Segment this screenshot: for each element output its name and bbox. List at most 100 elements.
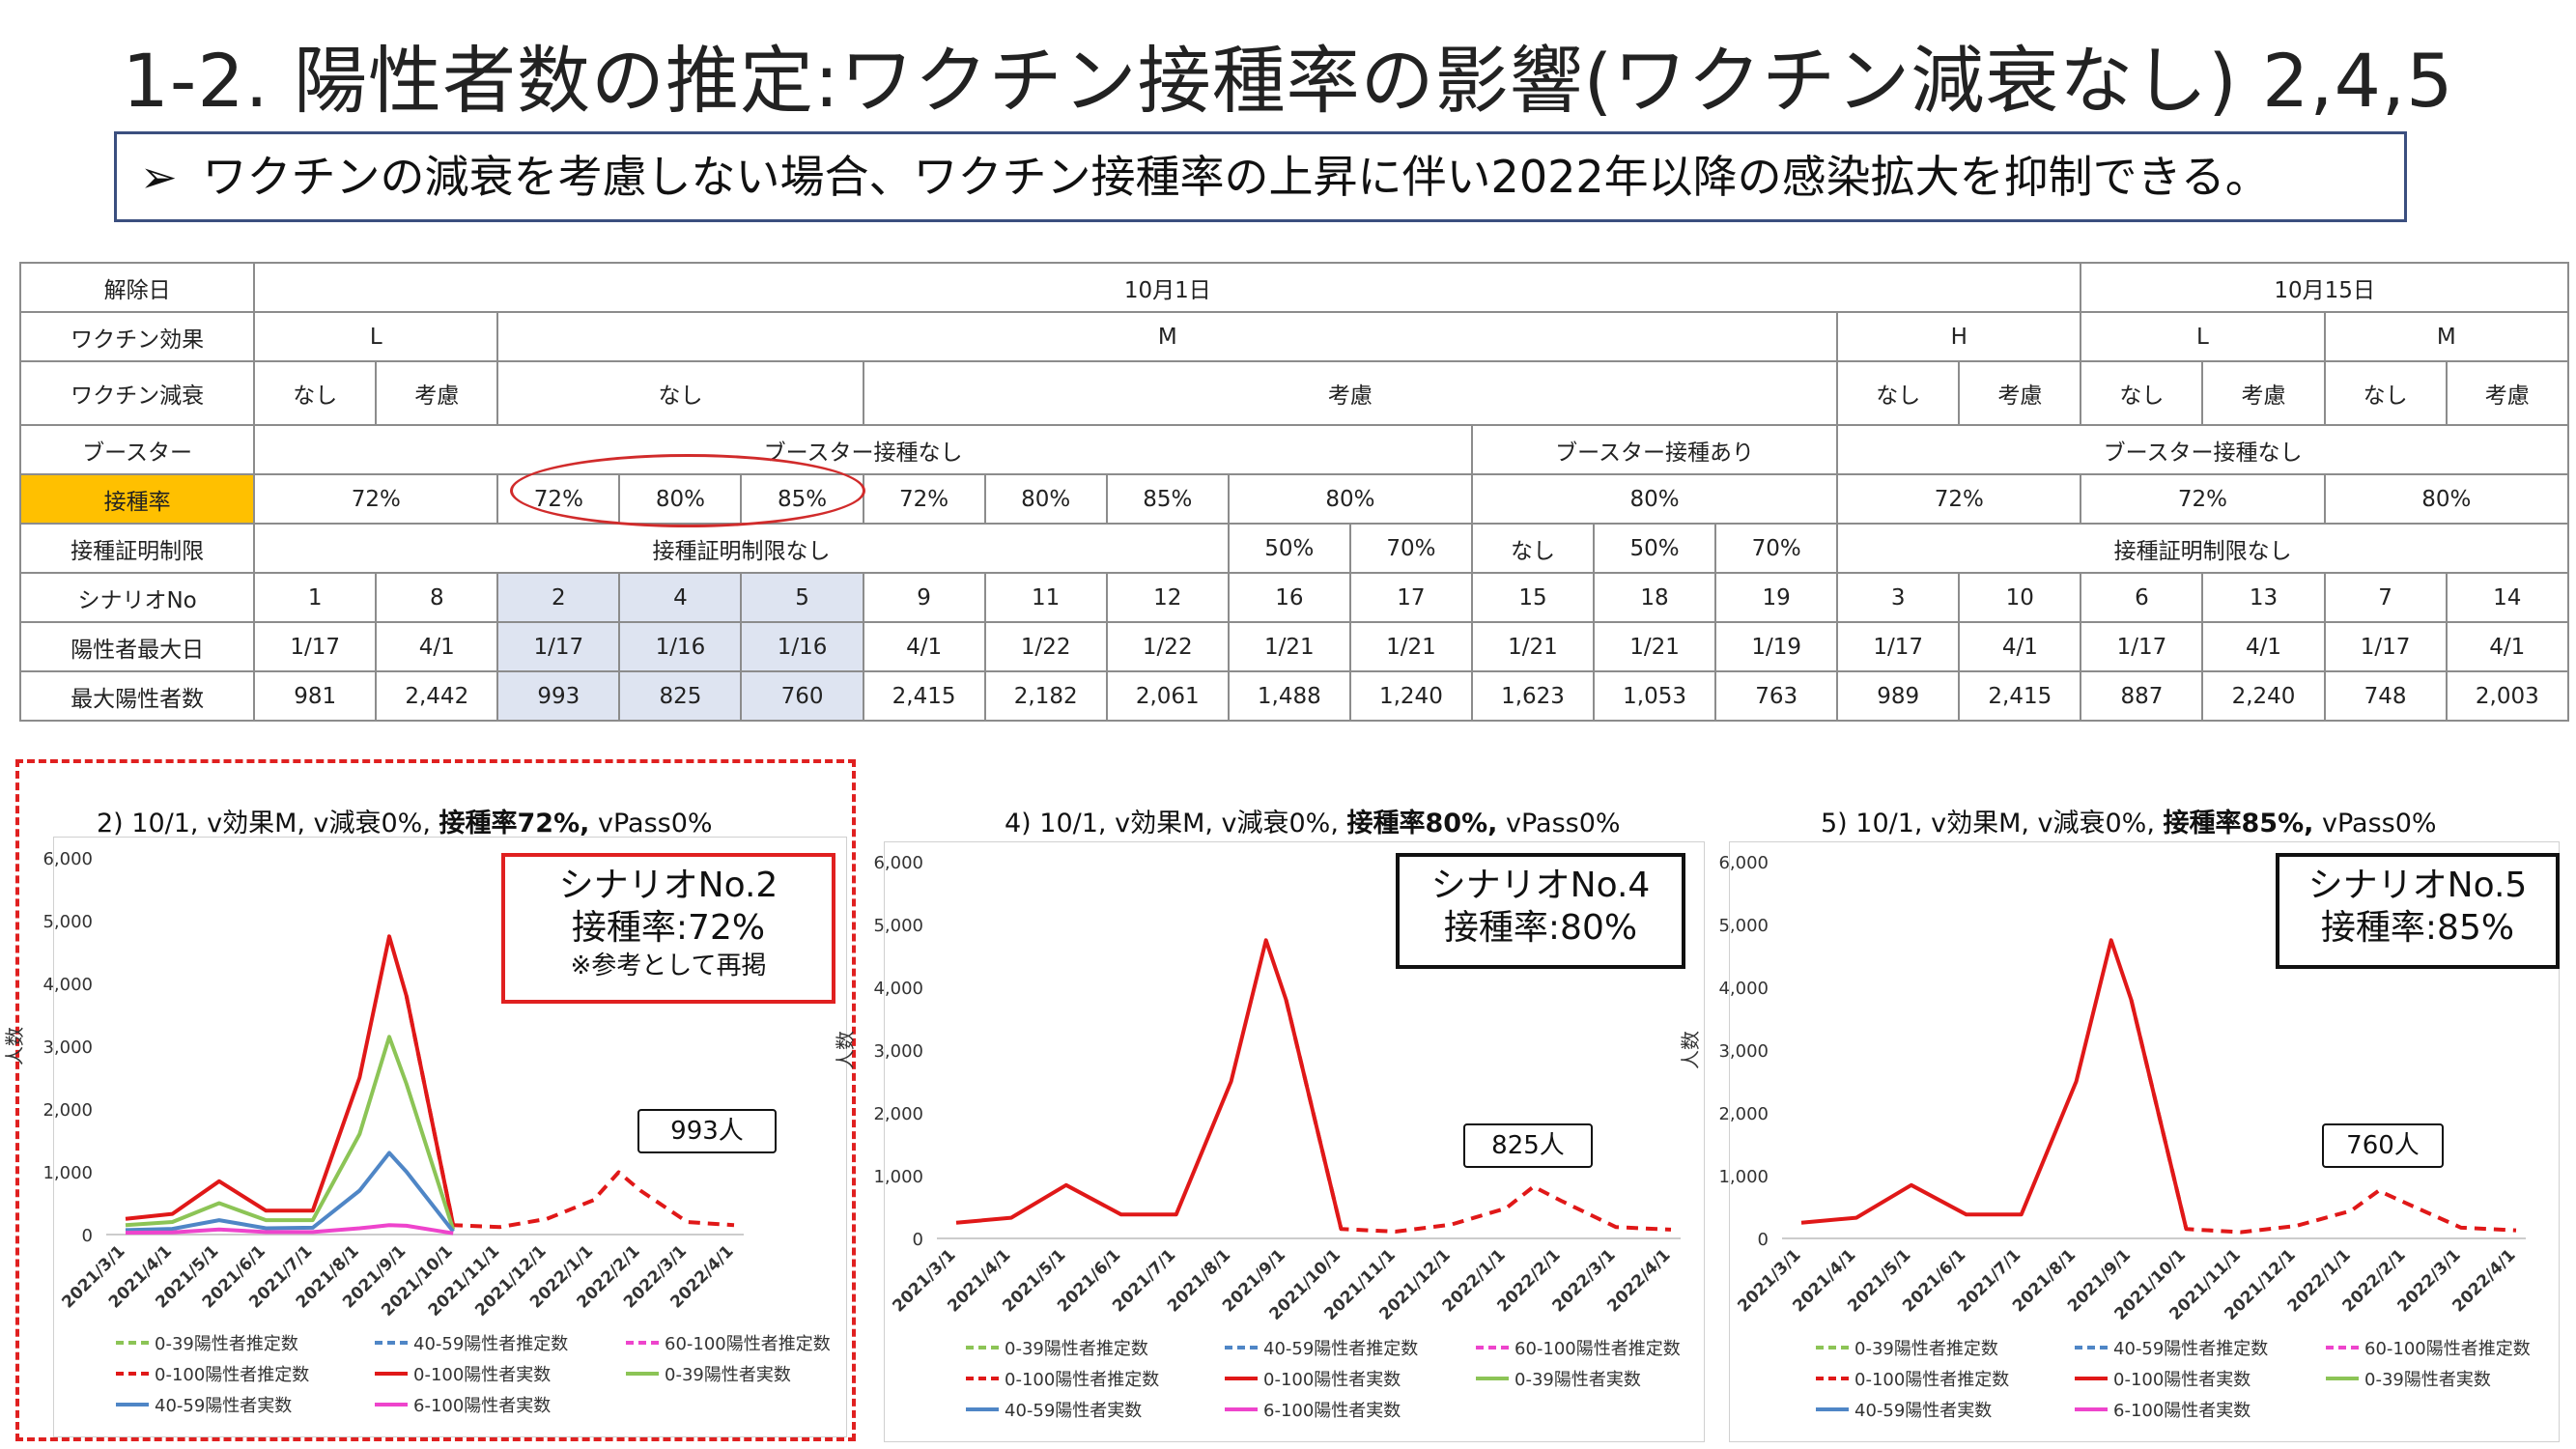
legend-label: 40-59陽性者実数 bbox=[1854, 1401, 1992, 1421]
peak-label: 760人 bbox=[2322, 1123, 2444, 1168]
table-cell: 1/17 bbox=[2080, 621, 2204, 672]
legend-label: 40-59陽性者推定数 bbox=[1263, 1339, 1418, 1359]
y-tick-label: 2,000 bbox=[42, 1100, 93, 1121]
table-cell: 4/1 bbox=[375, 621, 499, 672]
chart-title: 4) 10/1, v効果M, v減衰0%, 接種率80%, vPass0% bbox=[1005, 802, 1621, 839]
table-cell: 2 bbox=[496, 572, 621, 623]
table-cell: H bbox=[1836, 311, 2082, 362]
table-cell: 1/21 bbox=[1470, 621, 1596, 672]
y-tick-label: 6,000 bbox=[1718, 853, 1769, 873]
y-tick-label: 1,000 bbox=[873, 1167, 923, 1187]
y-tick-label: 1,000 bbox=[1718, 1167, 1769, 1187]
highlight-ellipse bbox=[510, 454, 865, 527]
table-cell: 16 bbox=[1227, 572, 1351, 623]
table-row: ワクチン減衰 なし 考慮 なし 考慮 なし 考慮 なし 考慮 なし 考慮 bbox=[18, 360, 2570, 426]
table-cell: 6 bbox=[2080, 572, 2204, 623]
scenario-callout: シナリオNo.4 接種率:80% bbox=[1396, 853, 1685, 969]
scenario-table: 解除日 10月1日 10月15日 ワクチン効果 L M H L M ワクチン減衰… bbox=[18, 262, 2570, 722]
table-cell: 72% bbox=[2080, 473, 2326, 525]
row-label: ブースター bbox=[18, 424, 256, 475]
chart-title-bold: 接種率80%, bbox=[1346, 809, 1498, 838]
table-cell: 1/22 bbox=[1105, 621, 1230, 672]
scenario-callout: シナリオNo.2 接種率:72% ※参考として再掲 bbox=[501, 853, 835, 1004]
table-cell: 1,623 bbox=[1470, 670, 1596, 722]
table-cell: L bbox=[2080, 311, 2326, 362]
table-cell: 考慮 bbox=[2201, 360, 2326, 426]
series-line bbox=[955, 938, 1344, 1230]
chart-title: 2) 10/1, v効果M, v減衰0%, 接種率72%, vPass0% bbox=[97, 802, 713, 839]
line-chart: 01,0002,0003,0004,0005,0006,000人数2021/3/… bbox=[834, 853, 1681, 1421]
table-cell: 18 bbox=[1593, 572, 1717, 623]
table-cell: 9 bbox=[862, 572, 986, 623]
legend-label: 0-39陽性者実数 bbox=[665, 1365, 791, 1385]
y-tick-label: 3,000 bbox=[1718, 1041, 1769, 1062]
callout-note: ※参考として再掲 bbox=[570, 952, 767, 980]
row-label: 最大陽性者数 bbox=[18, 670, 256, 722]
table-cell: 1,240 bbox=[1348, 670, 1473, 722]
legend-label: 40-59陽性者推定数 bbox=[413, 1334, 568, 1354]
table-cell: 17 bbox=[1348, 572, 1473, 623]
y-tick-label: 6,000 bbox=[42, 849, 93, 869]
y-tick-label: 4,000 bbox=[1718, 979, 1769, 999]
table-cell: 1/21 bbox=[1348, 621, 1473, 672]
table-cell: 4 bbox=[618, 572, 743, 623]
table-cell: 1/21 bbox=[1593, 621, 1717, 672]
y-tick-label: 0 bbox=[82, 1226, 93, 1246]
table-cell: 1/22 bbox=[983, 621, 1108, 672]
table-cell: 考慮 bbox=[862, 360, 1839, 426]
table-cell: 14 bbox=[2445, 572, 2570, 623]
legend-label: 40-59陽性者推定数 bbox=[2113, 1339, 2268, 1359]
table-cell: 72% bbox=[253, 473, 499, 525]
table-cell: 接種証明制限なし bbox=[253, 523, 1230, 574]
row-label: ワクチン減衰 bbox=[18, 360, 256, 426]
table-cell: 2,442 bbox=[375, 670, 499, 722]
row-label: シナリオNo bbox=[18, 572, 256, 623]
table-cell: 760 bbox=[740, 670, 864, 722]
table-cell: 10 bbox=[1958, 572, 2082, 623]
table-cell: 1/17 bbox=[1836, 621, 1961, 672]
table-cell: 2,003 bbox=[2445, 670, 2570, 722]
y-tick-label: 3,000 bbox=[42, 1037, 93, 1058]
y-tick-label: 4,000 bbox=[42, 975, 93, 995]
legend-label: 60-100陽性者推定数 bbox=[2364, 1339, 2531, 1359]
table-cell: 1/17 bbox=[496, 621, 621, 672]
table-cell: 1,053 bbox=[1593, 670, 1717, 722]
series-line bbox=[125, 1035, 456, 1231]
table-cell: 2,415 bbox=[862, 670, 986, 722]
table-cell: L bbox=[253, 311, 499, 362]
table-cell: 989 bbox=[1836, 670, 1961, 722]
y-tick-label: 4,000 bbox=[873, 979, 923, 999]
legend-label: 0-39陽性者推定数 bbox=[155, 1334, 298, 1354]
table-cell: 4/1 bbox=[2201, 621, 2326, 672]
legend-label: 6-100陽性者実数 bbox=[1263, 1401, 1401, 1421]
table-cell: 80% bbox=[2323, 473, 2570, 525]
table-cell: 2,415 bbox=[1958, 670, 2082, 722]
series-line bbox=[1800, 938, 2189, 1230]
table-cell: なし bbox=[253, 360, 378, 426]
chart-title-text: vPass0% bbox=[589, 809, 713, 838]
scenario-callout: シナリオNo.5 接種率:85% bbox=[2276, 853, 2560, 969]
series-line bbox=[125, 934, 456, 1226]
line-chart: 01,0002,0003,0004,0005,0006,000人数2021/3/… bbox=[1679, 853, 2531, 1421]
table-cell: 993 bbox=[496, 670, 621, 722]
callout-scenario: シナリオNo.2 bbox=[558, 866, 778, 905]
table-cell: 2,061 bbox=[1105, 670, 1230, 722]
table-row: 接種証明制限 接種証明制限なし 50% 70% なし 50% 70% 接種証明制… bbox=[18, 523, 2569, 574]
table-cell: 80% bbox=[1470, 473, 1839, 525]
series-line bbox=[125, 1223, 454, 1236]
y-tick-label: 5,000 bbox=[873, 916, 923, 936]
legend-label: 0-100陽性者実数 bbox=[1263, 1370, 1401, 1390]
table-cell: 1/19 bbox=[1714, 621, 1839, 672]
table-cell: 70% bbox=[1348, 523, 1473, 574]
table-cell: 50% bbox=[1227, 523, 1351, 574]
table-cell: なし bbox=[2080, 360, 2204, 426]
legend-label: 60-100陽性者推定数 bbox=[665, 1334, 831, 1354]
table-cell: 50% bbox=[1593, 523, 1717, 574]
table-cell: 7 bbox=[2323, 572, 2448, 623]
summary-box: ➢ ワクチンの減衰を考慮しない場合、ワクチン接種率の上昇に伴い2022年以降の感染… bbox=[114, 131, 2407, 222]
row-label: ワクチン効果 bbox=[18, 311, 256, 362]
callout-rate: 接種率:80% bbox=[1443, 908, 1638, 948]
table-cell: 4/1 bbox=[862, 621, 986, 672]
table-cell: 1/17 bbox=[253, 621, 378, 672]
table-cell: 11 bbox=[983, 572, 1108, 623]
